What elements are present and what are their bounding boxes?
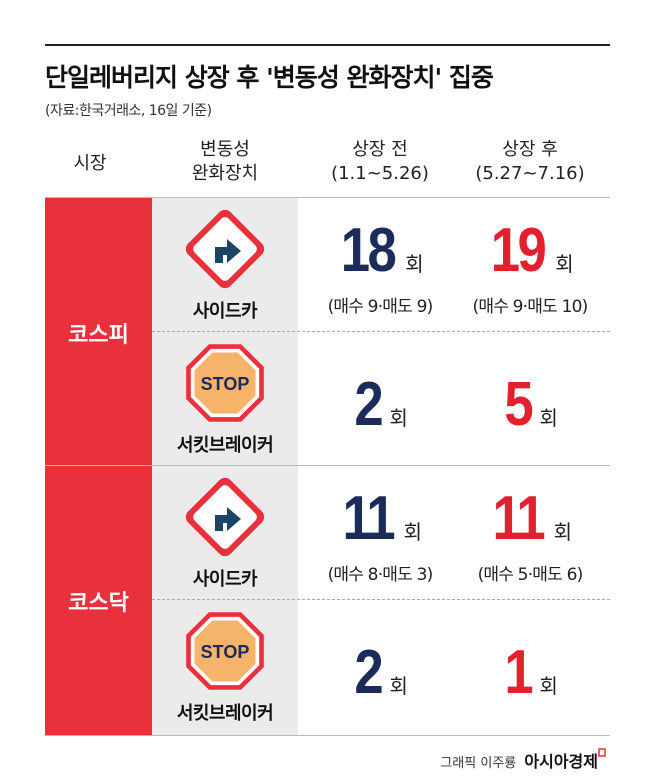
count: 11 <box>492 484 545 553</box>
device-icon: STOP <box>186 612 264 690</box>
count-cell: 18 회 <box>305 215 455 286</box>
unit: 회 <box>405 252 424 276</box>
device-icon: STOP <box>186 344 264 422</box>
header-line: 상장 전 <box>352 139 408 160</box>
header-line: 완화장치 <box>191 163 259 184</box>
count: 2 <box>354 638 383 707</box>
header-line: (5.27~7.16) <box>475 163 585 184</box>
group-rule <box>45 465 610 466</box>
bottom-rule <box>45 735 610 736</box>
sign-arrow <box>215 239 241 263</box>
device-label: 사이드카 <box>192 301 258 322</box>
top-rule <box>45 44 610 46</box>
header-line: (1.1~5.26) <box>331 163 429 184</box>
count: 19 <box>491 216 547 285</box>
market-label: 코스피 <box>68 323 129 348</box>
unit: 회 <box>539 674 558 698</box>
unit: 회 <box>555 252 574 276</box>
column-header: 상장 후 (5.27~7.16) <box>455 138 605 186</box>
source: (자료:한국거래소, 16일 기준) <box>45 103 212 119</box>
count: 18 <box>341 216 397 285</box>
detail: (매수 5·매도 6) <box>477 565 584 585</box>
header-line: 변동성 <box>200 139 250 160</box>
footer: 그래픽 이주룡 아시아경제 <box>440 748 598 772</box>
header-line: 시장 <box>73 153 107 174</box>
count-cell: 19 회 <box>455 215 605 286</box>
stop-text: STOP <box>201 642 250 662</box>
stop-text: STOP <box>201 374 250 394</box>
credit: 그래픽 이주룡 <box>440 756 517 771</box>
header-line: 상장 후 <box>502 139 558 160</box>
stop-inner <box>194 352 256 414</box>
brand-mark <box>598 748 606 757</box>
stop-inner <box>194 620 256 682</box>
device-label: 서킷브레이커 <box>176 435 274 456</box>
market-column <box>45 197 152 735</box>
unit: 회 <box>539 406 558 430</box>
unit: 회 <box>403 520 422 544</box>
count: 2 <box>354 370 383 439</box>
unit: 회 <box>389 406 408 430</box>
count: 11 <box>342 484 395 553</box>
header-rule <box>45 197 610 198</box>
row-divider <box>152 331 610 332</box>
column-header: 시장 <box>15 152 165 176</box>
device-label: 사이드카 <box>192 569 258 590</box>
title: 단일레버리지 상장 후 '변동성 완화장치' 집중 <box>45 63 494 92</box>
unit: 회 <box>553 520 572 544</box>
count-cell: 11 회 <box>305 483 455 554</box>
sign-arrow <box>215 507 241 531</box>
column-header: 상장 전 (1.1~5.26) <box>305 138 455 186</box>
detail: (매수 8·매도 3) <box>327 565 434 585</box>
count: 1 <box>504 638 533 707</box>
brand: 아시아경제 <box>524 752 598 771</box>
detail: (매수 9·매도 10) <box>472 297 589 317</box>
row-divider <box>152 599 610 600</box>
unit: 회 <box>389 674 408 698</box>
device-label: 서킷브레이커 <box>176 703 274 724</box>
device-icon <box>185 477 265 557</box>
device-icon <box>185 209 265 289</box>
detail: (매수 9·매도 9) <box>327 297 434 317</box>
market-label: 코스닥 <box>68 591 129 616</box>
count: 5 <box>504 370 533 439</box>
count-cell: 11 회 <box>455 483 605 554</box>
